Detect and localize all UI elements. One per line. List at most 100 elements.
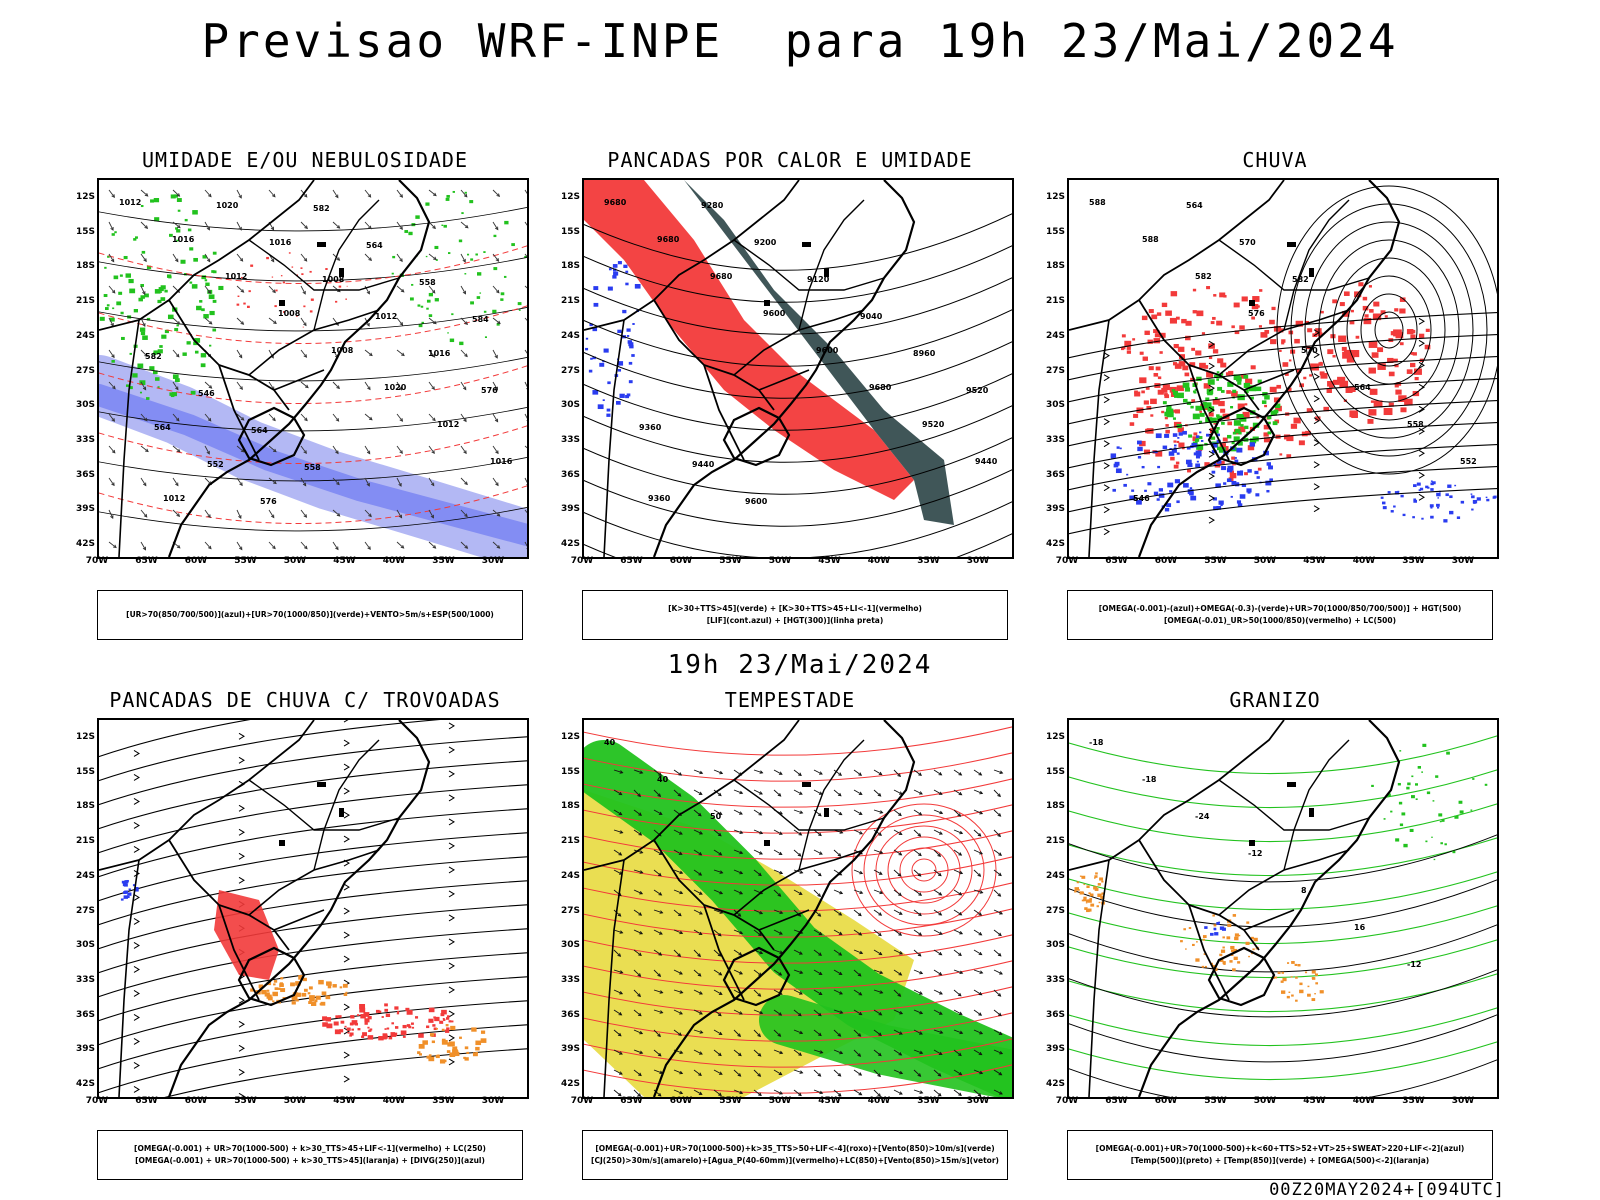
- contour-label: 9600: [763, 309, 786, 318]
- contour-label: 558: [1407, 420, 1424, 429]
- lon-tick-label: 60W: [184, 1096, 208, 1106]
- panel-title: PANCADAS POR CALOR E UMIDADE: [607, 148, 973, 172]
- lat-tick-label: 12S: [75, 192, 95, 202]
- temp850-contours: [1069, 735, 1497, 1081]
- lon-tick-label: 50W: [283, 556, 307, 566]
- contour-label: 576: [1248, 309, 1265, 318]
- lat-tick-label: 24S: [1045, 870, 1065, 881]
- contour-label: 558: [419, 278, 436, 287]
- lat-tick-label: 21S: [560, 836, 580, 847]
- hgt300-contours: [584, 213, 1012, 557]
- contour-label: -18: [1089, 738, 1104, 747]
- contour-label: 576: [481, 386, 498, 395]
- contour-label: 1016: [428, 349, 451, 358]
- contour-label: 1012: [437, 420, 459, 429]
- thunder-orange: [417, 1024, 487, 1064]
- lon-tick-label: 40W: [382, 556, 406, 566]
- legend-line: [OMEGA(-0.001) + UR>70(1000-500) + k>30_…: [134, 1144, 486, 1153]
- coastline: [1069, 720, 1401, 1097]
- lat-tick-label: 36S: [560, 469, 580, 480]
- panel-title: PANCADAS DE CHUVA C/ TROVOADAS: [109, 688, 501, 712]
- lat-tick-label: 21S: [560, 296, 580, 307]
- contour-label: 552: [207, 460, 224, 469]
- panel-trovoadas: PANCADAS DE CHUVA C/ TROVOADAS [OMEGA(-0…: [75, 688, 535, 1188]
- lat-tick-label: 27S: [560, 905, 580, 916]
- lon-tick-label: 30W: [966, 1096, 990, 1106]
- contour-label: 9600: [745, 497, 768, 506]
- lon-tick-label: 30W: [481, 556, 505, 566]
- lat-tick-label: 33S: [560, 434, 580, 445]
- contour-labels: 40 40 50: [604, 738, 722, 821]
- lat-tick-label: 21S: [1045, 296, 1065, 307]
- contour-label: 1012: [119, 198, 141, 207]
- map-area: 9680 9680 9680 9600 9600 9680 9520 9440 9360 9280…: [582, 178, 1014, 559]
- legend-line: [Temp(500)](preto) + [Temp(850)](verde) …: [1130, 1156, 1430, 1165]
- lon-tick-label: 40W: [382, 1096, 406, 1106]
- lon-tick-label: 55W: [1204, 556, 1227, 566]
- lat-tick-label: 27S: [75, 905, 95, 916]
- contour-label: 16: [1354, 923, 1366, 932]
- contour-label: 552: [1460, 457, 1477, 466]
- lon-tick-label: 55W: [1204, 1096, 1227, 1106]
- panel-title: TEMPESTADE: [724, 688, 856, 712]
- lat-tick-label: 39S: [1045, 504, 1065, 515]
- lat-tick-label: 36S: [1045, 1009, 1065, 1020]
- lat-tick-label: 27S: [1045, 905, 1065, 916]
- contour-label: 570: [1301, 346, 1318, 355]
- legend-line: [K>30+TTS>45](verde) + [K>30+TTS>45+LI<-…: [668, 604, 922, 613]
- legend-line: [OMEGA(-0.001)-(azul)+OMEGA(-0.3)-(verde…: [1098, 604, 1462, 613]
- humidity-green-cells: [99, 194, 224, 400]
- lon-tick-label: 55W: [234, 1096, 257, 1106]
- lon-tick-label: 35W: [1402, 1096, 1425, 1106]
- legend-line: [UR>70(850/700/500)](azul)+[UR>70(1000/8…: [126, 610, 494, 619]
- legend-box: [OMEGA(-0.001)+UR>70(1000-500)+k>35_TTS>…: [582, 1130, 1008, 1180]
- lon-tick-label: 35W: [432, 556, 455, 566]
- lon-tick-label: 60W: [1154, 556, 1178, 566]
- contour-label: 576: [260, 497, 277, 506]
- lon-tick-label: 50W: [768, 556, 792, 566]
- lon-tick-label: 70W: [1055, 556, 1079, 566]
- map-canvas: [99, 720, 527, 1097]
- lon-tick-label: 55W: [719, 1096, 742, 1106]
- contour-label: 582: [1195, 272, 1212, 281]
- lat-tick-label: 12S: [1045, 192, 1065, 202]
- legend-line: [OMEGA(-0.001)+UR>70(1000-500)+k<60+TTS>…: [1095, 1144, 1465, 1153]
- lat-tick-label: 30S: [560, 940, 580, 951]
- lat-tick-label: 18S: [1045, 801, 1065, 812]
- lon-tick-label: 30W: [481, 1096, 505, 1106]
- lat-tick-label: 30S: [75, 400, 95, 411]
- lon-tick-label: 70W: [85, 1096, 109, 1106]
- humidity-core-blue: [99, 384, 527, 546]
- lat-tick-label: 24S: [560, 330, 580, 341]
- legend-line: [OMEGA(-0.001)+UR>70(1000-500)+k>35_TTS>…: [595, 1144, 995, 1153]
- lat-tick-label: 30S: [75, 940, 95, 951]
- lat-tick-label: 33S: [75, 974, 95, 985]
- lon-tick-label: 35W: [1402, 556, 1425, 566]
- contour-label: 9360: [639, 423, 662, 432]
- contour-label: -12: [1407, 960, 1421, 969]
- lat-tick-label: 24S: [75, 870, 95, 881]
- lon-tick-label: 60W: [669, 1096, 693, 1106]
- lon-tick-label: 70W: [85, 556, 109, 566]
- lon-tick-label: 55W: [234, 556, 257, 566]
- lon-tick-label: 30W: [1451, 1096, 1475, 1106]
- contour-label: -18: [1142, 775, 1157, 784]
- contour-label: 8: [1301, 886, 1307, 895]
- lon-tick-label: 50W: [1253, 556, 1277, 566]
- lon-tick-label: 45W: [333, 556, 356, 566]
- temp850-green: [1371, 743, 1488, 861]
- panel-granizo: GRANIZO -18 -18 -24 -12 8 16 -12 [OMEGA(-0.001…: [1045, 688, 1505, 1188]
- contour-label: 582: [145, 352, 162, 361]
- contour-labels: 1012 1016 1012 1008 1008 1020 1012 1016 1012 1020…: [119, 198, 513, 506]
- map-area: -18 -18 -24 -12 8 16 -12: [1067, 718, 1499, 1099]
- contour-label: 558: [304, 463, 321, 472]
- lon-tick-label: 50W: [1253, 1096, 1277, 1106]
- panel-chuva: CHUVA 588 588 582 576 570 564 558 552 546 564 570 5…: [1045, 148, 1505, 648]
- instability-red: [584, 180, 914, 500]
- contour-label: 1012: [225, 272, 247, 281]
- lat-tick-label: 36S: [560, 1009, 580, 1020]
- contour-label: 1012: [163, 494, 185, 503]
- lat-tick-label: 21S: [75, 296, 95, 307]
- contour-label: 9120: [807, 275, 830, 284]
- legend-line: [LIF](cont.azul) + [HGT(300)](linha pret…: [706, 616, 884, 625]
